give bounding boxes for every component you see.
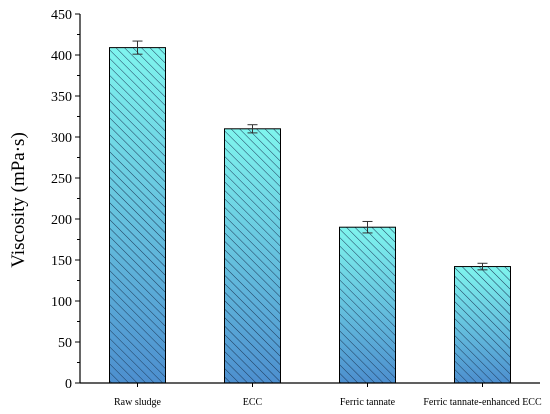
bars-layer [109,47,511,384]
y-tick-label: 250 [51,172,72,187]
y-tick-label: 400 [51,49,72,64]
bar-hatch [339,226,396,384]
axes-layer [75,13,540,387]
x-tick-label: ECC [243,397,263,408]
y-tick-label: 450 [51,8,72,23]
x-tick-label: Raw sludge [114,397,162,408]
x-tick-label: Ferric tannate-enhanced ECC [423,397,542,408]
y-axis-title: Viscosity (mPa·s) [8,132,29,268]
y-tick-label: 150 [51,254,72,269]
x-tick-label: Ferric tannate [340,397,396,408]
bar-hatch [454,266,511,384]
y-tick-label: 200 [51,213,72,228]
y-tick-label: 0 [65,377,72,392]
y-tick-label: 50 [58,336,72,351]
bar-hatch [224,128,281,384]
y-tick-label: 100 [51,295,72,310]
y-tick-label: 300 [51,131,72,146]
y-tick-label: 350 [51,90,72,105]
error-bars-layer [132,40,488,271]
bar-hatch [109,47,166,384]
labels-layer: Raw sludge ECC Ferric tannate Ferric tannat… [51,8,542,408]
